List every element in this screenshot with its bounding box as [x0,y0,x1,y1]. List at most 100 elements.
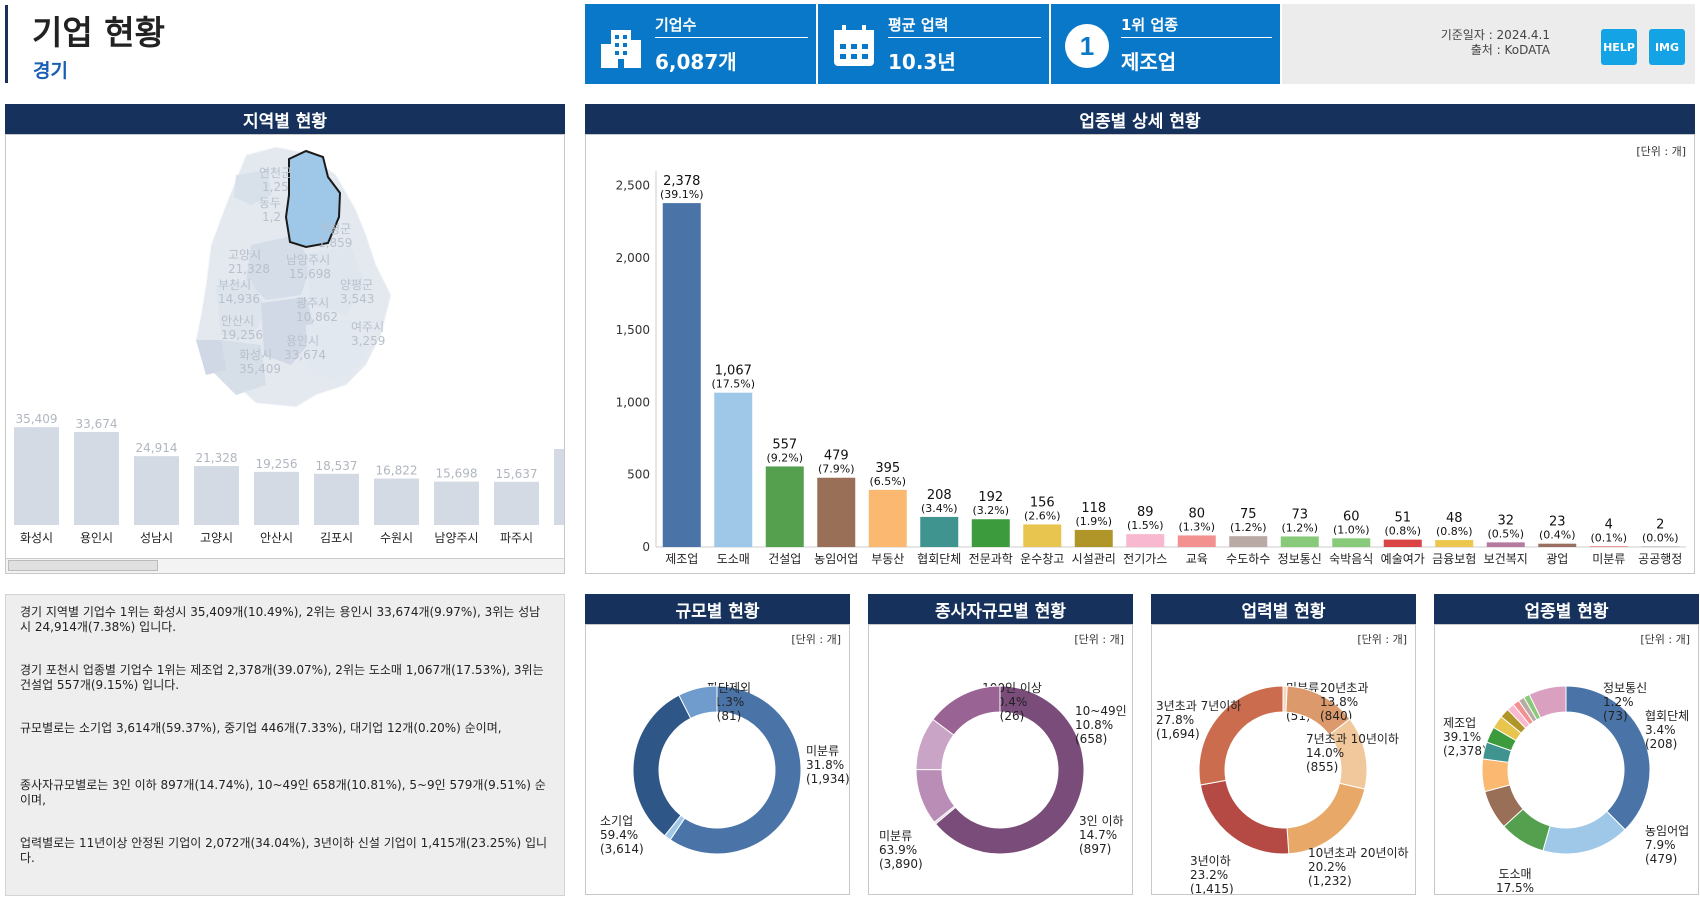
region-bar-value: 21,328 [196,451,238,465]
map-label: 여주시 [351,320,384,334]
image-export-button[interactable]: IMG [1649,29,1685,65]
industry-bar[interactable] [920,516,959,547]
regional-panel: 연천군 1,25 동두 1,2 가평군 1,859 고양시 21,328 남양주… [5,134,565,574]
scrollbar-thumb[interactable] [8,560,158,571]
industry-bar[interactable] [1126,534,1165,547]
map-label: 15,698 [289,267,331,281]
industry-bar[interactable] [1177,535,1216,547]
bar-percent-label: (17.5%) [711,378,755,391]
map-label: 가평군 [318,222,351,236]
map-label: 화성시 [239,348,272,362]
region-bar[interactable] [374,478,419,525]
bar-value-label: 395 [875,461,900,476]
summary-line: 업력별로는 11년이상 안정된 기업이 2,072개(34.04%), 3년이하… [20,836,548,865]
donut-panel-title: 업종별 현황 [1434,594,1699,624]
region-bar[interactable] [314,473,359,525]
kpi-label: 기업수 [655,16,697,34]
industry-bar[interactable] [1332,538,1371,547]
donut-slice-label: 소기업 59.4% (3,614) [600,814,644,856]
bar-value-label: 156 [1030,495,1055,510]
bar-percent-label: (1.3%) [1178,520,1215,533]
y-tick-label: 0 [642,540,650,554]
region-bar-name: 수원시 [380,531,413,545]
map-label: 1,2 [262,210,281,224]
regional-section: 지역별 현황 [5,104,565,134]
donut-slice[interactable] [1286,782,1366,855]
donut-slice[interactable] [1199,779,1290,855]
donut-slice[interactable] [669,685,802,855]
donut-slice[interactable] [1198,685,1284,786]
category-label: 부동산 [871,552,904,566]
bar-percent-label: (0.5%) [1487,527,1524,540]
region-bar[interactable] [194,466,239,525]
industry-bar[interactable] [1023,524,1062,547]
region-bar[interactable] [434,481,479,525]
region-bar-name: 파주시 [500,531,533,545]
donut-slice[interactable] [934,685,1085,855]
industry-bar[interactable] [714,392,753,547]
map-label: 3,543 [340,292,374,306]
map-label: 양평군 [340,278,373,292]
donut-slice-label: 3년초과 7년이하 27.8% (1,694) [1156,699,1241,741]
industry-bar[interactable] [662,203,701,547]
help-button[interactable]: HELP [1601,29,1637,65]
map-label: 고양시 [228,248,261,262]
bar-percent-label: (0.4%) [1539,529,1576,542]
bar-percent-label: (39.1%) [660,188,704,201]
unit-label: [단위 : 개] [1074,633,1124,646]
donut-slice[interactable] [632,694,692,837]
industry-bar[interactable] [868,489,907,547]
industry-bar[interactable] [1229,536,1268,547]
donut-slice-label: 미분류 31.8% (1,934) [806,744,849,786]
map-label: 광주시 [296,296,329,310]
donut-slice[interactable] [932,685,1001,736]
industry-title: 업종별 상세 현황 [585,104,1695,134]
industry-bar[interactable] [1383,539,1422,547]
bar-percent-label: (1.2%) [1281,521,1318,534]
category-label: 교육 [1186,552,1208,566]
region-bar-value: 16,822 [376,464,418,478]
region-bar-value: 24,914 [136,441,178,455]
category-label: 정보통신 [1278,552,1322,566]
region-bar[interactable] [254,471,299,525]
industry-bar[interactable] [1074,529,1113,547]
region-bar[interactable] [74,431,119,525]
industry-bar[interactable] [1435,540,1474,547]
selected-region-pocheon [284,149,342,249]
donut-slice[interactable] [678,685,718,719]
donut-chart: 미분류 63.9% (3,890)100인 이상 0.4% (26) 10~49인 10.8… [879,681,1127,871]
region-bar[interactable] [14,427,59,525]
category-label: 운수창고 [1020,552,1064,566]
donut-slice[interactable] [1542,810,1626,855]
regional-map[interactable]: 연천군 1,25 동두 1,2 가평군 1,859 고양시 21,328 남양주… [6,135,564,573]
industry-bar[interactable] [1280,536,1319,547]
horizontal-scrollbar[interactable] [6,558,564,573]
map-label: 1,859 [318,236,352,250]
region-bar[interactable] [494,481,539,525]
region-bar-name: 성남시 [140,531,173,545]
industry-bar[interactable] [971,519,1010,547]
category-label: 예술여가 [1381,552,1425,566]
donut-slice-label: 10~49인 10.8% (658) [1075,704,1127,746]
donut-slice[interactable] [1528,685,1567,719]
industry-bar[interactable] [1589,546,1628,547]
category-label: 건설업 [768,552,801,566]
bar-value-label: 48 [1446,511,1463,526]
info-panel: 기준일자 : 2024.4.1 출처 : KoDATA HELP IMG [1282,4,1695,84]
industry-bar[interactable] [1538,543,1577,547]
bar-value-label: 192 [978,490,1003,505]
region-bar-name: 남양주시 [434,531,478,545]
donut-slice-label: 10년초과 20년이하 20.2% (1,232) [1308,846,1409,888]
industry-bar[interactable] [1486,542,1525,547]
bar-percent-label: (0.0%) [1642,532,1679,545]
region-bar-value: 15,637 [496,467,538,481]
industry-bar[interactable] [765,466,804,547]
unit-label: [단위 : 개] [1357,633,1407,646]
region-bar[interactable] [134,456,179,525]
region-bar-name: 안산시 [260,531,293,545]
category-label: 제조업 [665,552,698,566]
industry-bar[interactable] [817,477,856,547]
donut-panel: [단위 : 개] 소기업 59.4% (3,614) 판단제외 1.3% (81) 미분류 31… [585,624,850,895]
rank-number: 1 [1080,31,1094,61]
category-label: 숙박음식 [1329,552,1373,566]
